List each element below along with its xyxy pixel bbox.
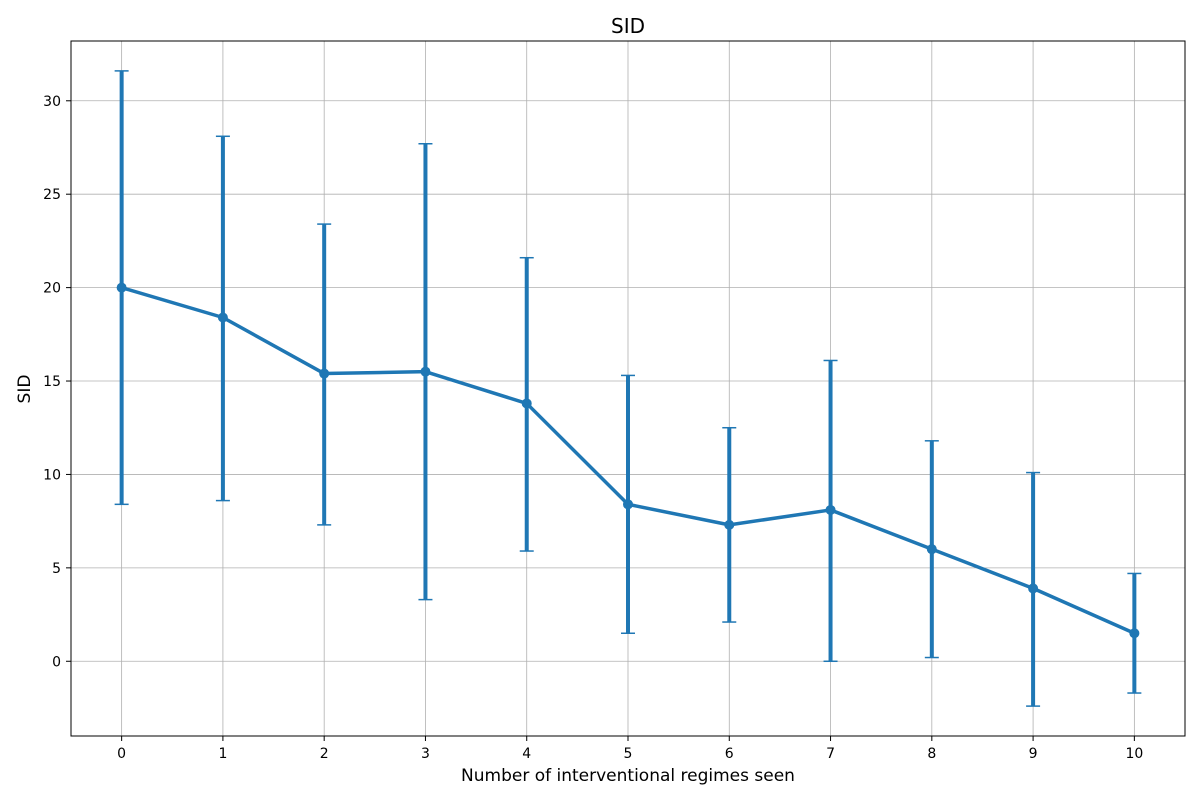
data-point <box>319 368 330 379</box>
x-axis-label: Number of interventional regimes seen <box>461 766 795 786</box>
x-tick-label: 3 <box>421 746 430 762</box>
data-point <box>623 499 633 510</box>
x-tick-label: 4 <box>522 746 531 762</box>
y-tick-label: 0 <box>52 654 61 670</box>
y-tick-label: 10 <box>43 467 61 483</box>
x-tick-label: 9 <box>1029 746 1038 762</box>
x-tick-label: 0 <box>117 746 126 762</box>
y-tick-label: 30 <box>43 94 61 110</box>
x-tick-label: 5 <box>624 746 633 762</box>
x-tick-label: 8 <box>927 746 936 762</box>
data-point <box>116 282 127 293</box>
data-point <box>825 504 836 515</box>
x-tick-label: 1 <box>218 746 227 762</box>
y-tick-label: 5 <box>52 561 61 577</box>
data-point <box>521 398 532 409</box>
y-tick-label: 15 <box>43 374 61 390</box>
data-point <box>1129 628 1140 639</box>
x-tick-label: 10 <box>1125 746 1143 762</box>
chart-title: SID <box>611 14 645 38</box>
data-point <box>420 366 431 377</box>
y-axis-label: SID <box>15 375 35 404</box>
x-axis-ticks: 0 1 2 3 4 5 6 7 8 9 10 <box>117 736 1143 762</box>
y-tick-label: 25 <box>43 187 61 203</box>
data-point <box>217 312 228 323</box>
data-point <box>926 544 937 555</box>
data-point <box>1028 583 1039 594</box>
x-tick-label: 7 <box>826 746 835 762</box>
y-tick-label: 20 <box>43 281 61 297</box>
y-axis-ticks: 0 5 10 15 20 25 30 <box>43 94 71 670</box>
data-point <box>724 519 735 530</box>
x-tick-label: 2 <box>320 746 329 762</box>
x-tick-label: 6 <box>725 746 734 762</box>
data-points <box>116 282 1140 639</box>
